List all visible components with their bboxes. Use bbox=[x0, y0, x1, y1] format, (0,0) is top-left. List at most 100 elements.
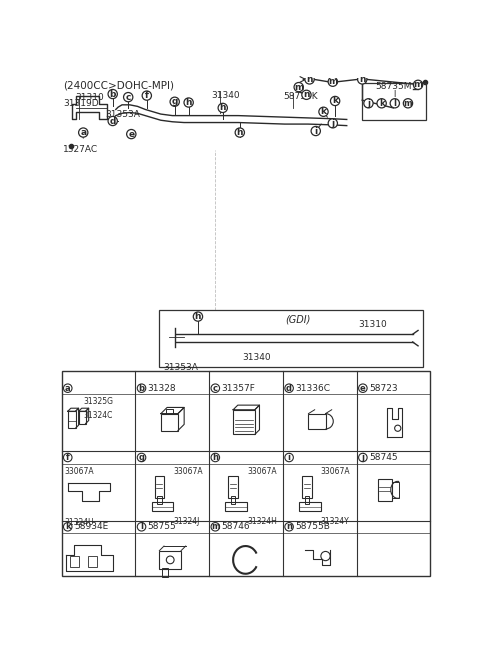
Text: 31328: 31328 bbox=[148, 384, 176, 393]
Text: (GDI): (GDI) bbox=[285, 314, 310, 324]
Bar bbox=[161, 413, 178, 430]
Text: 58746: 58746 bbox=[221, 522, 250, 532]
Text: k: k bbox=[379, 99, 384, 108]
Text: l: l bbox=[393, 99, 396, 108]
Text: l: l bbox=[393, 90, 395, 99]
Bar bbox=[79, 411, 85, 424]
Circle shape bbox=[63, 522, 72, 531]
Text: e: e bbox=[360, 384, 366, 393]
Text: (2400CC>DOHC-MPI): (2400CC>DOHC-MPI) bbox=[63, 81, 174, 91]
Bar bbox=[162, 568, 168, 577]
Bar bbox=[392, 482, 399, 498]
Text: 33067A: 33067A bbox=[65, 467, 94, 476]
Circle shape bbox=[63, 453, 72, 461]
Bar bbox=[231, 496, 236, 504]
Circle shape bbox=[142, 91, 152, 100]
Text: 33067A: 33067A bbox=[321, 467, 350, 476]
Bar bbox=[233, 410, 255, 434]
Text: 58745: 58745 bbox=[369, 453, 398, 462]
Circle shape bbox=[294, 82, 303, 92]
Circle shape bbox=[193, 312, 203, 321]
Text: f: f bbox=[145, 91, 149, 100]
Text: 58723: 58723 bbox=[369, 384, 398, 393]
Circle shape bbox=[319, 107, 328, 116]
Circle shape bbox=[359, 384, 367, 393]
Text: n: n bbox=[306, 75, 313, 84]
Text: 31319D: 31319D bbox=[63, 99, 99, 108]
Text: h: h bbox=[195, 312, 201, 321]
Text: j: j bbox=[367, 99, 370, 108]
Text: d: d bbox=[286, 384, 292, 393]
Text: m: m bbox=[328, 77, 337, 86]
Bar bbox=[88, 556, 97, 567]
Text: 31353A: 31353A bbox=[163, 363, 198, 372]
Text: i: i bbox=[288, 453, 290, 462]
Bar bbox=[152, 502, 173, 511]
Bar bbox=[362, 83, 426, 120]
Text: m: m bbox=[294, 82, 303, 92]
Text: e: e bbox=[128, 130, 134, 139]
Text: h: h bbox=[212, 453, 218, 462]
Text: 31357F: 31357F bbox=[221, 384, 255, 393]
Circle shape bbox=[184, 98, 193, 107]
Circle shape bbox=[328, 119, 337, 128]
Bar bbox=[226, 502, 247, 511]
Text: j: j bbox=[361, 453, 364, 462]
Text: g: g bbox=[171, 97, 178, 106]
Bar bbox=[299, 502, 321, 511]
Bar bbox=[157, 496, 162, 504]
Text: 1327AC: 1327AC bbox=[63, 145, 98, 154]
Text: m: m bbox=[404, 99, 412, 108]
Text: m: m bbox=[211, 522, 220, 532]
Text: k: k bbox=[65, 522, 71, 532]
Circle shape bbox=[358, 75, 367, 84]
Bar bbox=[378, 479, 392, 500]
Bar bbox=[309, 413, 325, 429]
Circle shape bbox=[137, 384, 146, 393]
Bar bbox=[68, 411, 75, 428]
Text: k: k bbox=[332, 97, 338, 106]
Text: 58736K: 58736K bbox=[283, 92, 318, 101]
Text: 31353A: 31353A bbox=[105, 110, 140, 119]
Bar bbox=[159, 550, 181, 569]
Text: b: b bbox=[109, 90, 116, 99]
Text: 31324H: 31324H bbox=[247, 517, 277, 526]
Circle shape bbox=[311, 127, 321, 136]
Circle shape bbox=[170, 97, 180, 106]
Circle shape bbox=[285, 453, 293, 461]
Text: 31324Y: 31324Y bbox=[321, 517, 349, 526]
Text: b: b bbox=[139, 384, 144, 393]
Circle shape bbox=[377, 99, 386, 108]
Text: 31340: 31340 bbox=[211, 91, 240, 100]
Text: 31336C: 31336C bbox=[295, 384, 330, 393]
Bar bbox=[159, 310, 423, 367]
Text: 31325G: 31325G bbox=[83, 397, 113, 406]
Circle shape bbox=[137, 453, 146, 461]
Text: 31310: 31310 bbox=[75, 93, 104, 103]
Circle shape bbox=[123, 93, 133, 102]
Circle shape bbox=[137, 522, 146, 531]
Bar bbox=[70, 556, 79, 567]
Text: h: h bbox=[219, 103, 226, 112]
Text: n: n bbox=[286, 522, 292, 532]
Text: 58755: 58755 bbox=[148, 522, 177, 532]
Text: f: f bbox=[66, 453, 70, 462]
Text: 33067A: 33067A bbox=[173, 467, 203, 476]
Text: d: d bbox=[109, 117, 116, 125]
Circle shape bbox=[211, 384, 219, 393]
Text: k: k bbox=[321, 107, 326, 116]
Circle shape bbox=[390, 99, 399, 108]
Bar bbox=[155, 476, 164, 498]
Text: 58755B: 58755B bbox=[295, 522, 330, 532]
Circle shape bbox=[364, 99, 373, 108]
Text: g: g bbox=[139, 453, 144, 462]
Circle shape bbox=[211, 453, 219, 461]
Circle shape bbox=[403, 99, 413, 108]
Circle shape bbox=[63, 384, 72, 393]
Bar bbox=[228, 476, 238, 498]
Circle shape bbox=[108, 116, 117, 126]
Bar bbox=[305, 496, 309, 504]
Circle shape bbox=[108, 90, 117, 99]
Circle shape bbox=[79, 128, 88, 137]
Circle shape bbox=[413, 80, 423, 90]
